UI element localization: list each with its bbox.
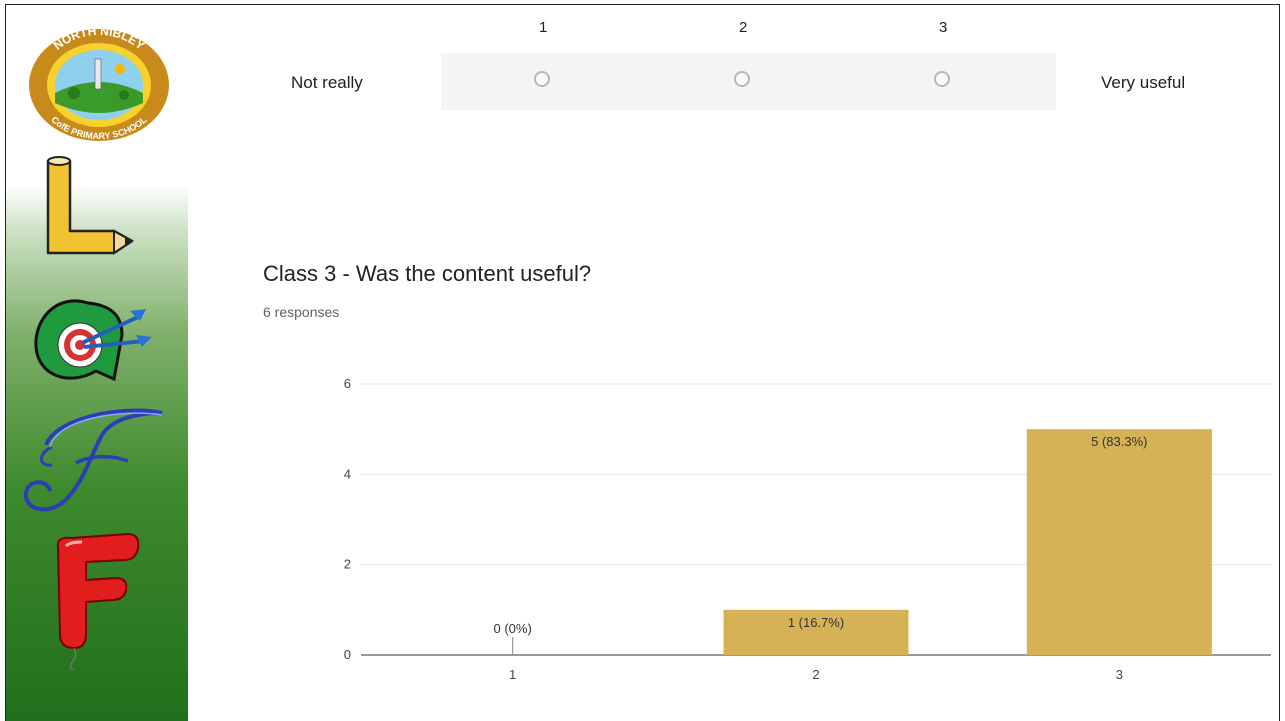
- responses-bar-chart: 0 2 4 6 0 (0%) 1 1 (16.7%) 2 5 (83.3%) 3: [344, 376, 1271, 682]
- y-tick-label: 6: [344, 376, 351, 391]
- school-logo: NORTH NIBLEY CofE PRIMARY SCHOOL: [29, 24, 169, 141]
- y-tick-label: 2: [344, 557, 351, 572]
- screen-frame: NORTH NIBLEY CofE PRIMARY SCHOOL: [5, 4, 1280, 721]
- school-sidebar: NORTH NIBLEY CofE PRIMARY SCHOOL: [6, 5, 188, 721]
- scale-radio-3[interactable]: [934, 71, 950, 87]
- bar: [1026, 429, 1212, 655]
- x-tick-label: 3: [1116, 667, 1123, 682]
- question-title: Class 3 - Was the content useful?: [263, 261, 592, 286]
- pencil-letter-l-icon: [46, 156, 134, 255]
- data-label: 1 (16.7%): [788, 615, 844, 630]
- scale-low-label: Not really: [291, 73, 363, 92]
- scale-radio-2[interactable]: [734, 71, 750, 87]
- script-letter-f-icon: [23, 408, 163, 512]
- scale-number-1: 1: [539, 19, 548, 36]
- y-tick-label: 0: [344, 647, 351, 662]
- balloon-letter-f-icon: [56, 532, 140, 670]
- x-tick-label: 2: [812, 667, 819, 682]
- bar: [723, 609, 909, 655]
- data-label: 0 (0%): [494, 621, 532, 636]
- response-count: 6 responses: [263, 304, 340, 320]
- target-letter-a-icon: [34, 299, 152, 382]
- data-label: 5 (83.3%): [1091, 434, 1147, 449]
- scale-number-3: 3: [939, 19, 948, 36]
- y-tick-label: 4: [344, 466, 351, 481]
- scale-high-label: Very useful: [1101, 73, 1186, 92]
- x-tick-label: 1: [509, 667, 516, 682]
- scale-radio-1[interactable]: [534, 71, 550, 87]
- scale-number-2: 2: [739, 19, 748, 36]
